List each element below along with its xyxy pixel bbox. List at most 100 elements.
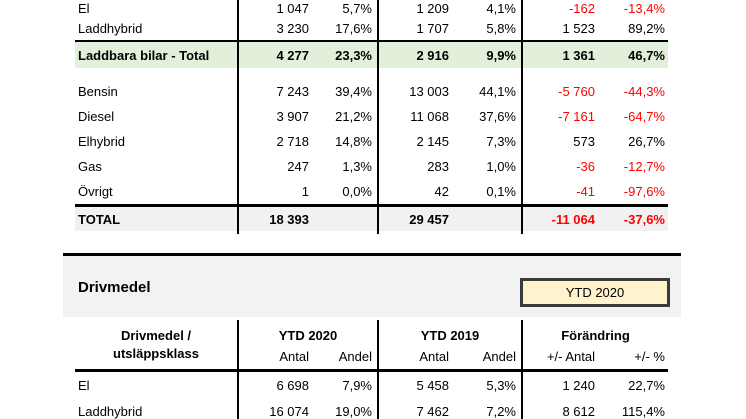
header-andel-2020: Andel	[338, 348, 372, 364]
cell-andel-2020: 21,2%	[335, 109, 372, 124]
cell-change-antal: -162	[521, 0, 600, 16]
cell-antal-2019: 2 916	[377, 42, 454, 68]
cell-andel-2020: 7,9%	[342, 378, 372, 393]
cell-change-antal: 1 523	[521, 16, 600, 40]
cell-change-pct: -37,6%	[623, 211, 665, 227]
cell-change-pct: -97,6%	[623, 184, 665, 199]
cell-change-antal: 1 361	[521, 42, 600, 68]
cell-change-pct: -64,7%	[623, 109, 665, 124]
cell-andel-2020: 5,7%	[342, 0, 372, 16]
cell-antal-2019: 283	[377, 154, 454, 179]
cell-antal-2020: 1 047	[237, 0, 314, 16]
cell-andel-2019: 44,1%	[479, 84, 516, 99]
cell-andel-2020	[314, 207, 377, 231]
cell-change-antal: 573	[521, 129, 600, 154]
row-label: Övrigt	[78, 184, 113, 199]
cell-change-antal: 8 612	[521, 399, 600, 419]
table-row-laddhybrid: Laddhybrid 16 074 19,0% 7 462 7,2% 8 612…	[75, 399, 668, 419]
cell-andel-2019: 7,2%	[486, 404, 516, 419]
section-title: Drivmedel	[78, 279, 151, 296]
section-header-band: Drivmedel YTD 2020	[63, 253, 681, 317]
period-selector-button[interactable]: YTD 2020	[520, 278, 670, 307]
cell-andel-2020: 17,6%	[335, 20, 372, 36]
header-change-pct: +/- %	[634, 348, 665, 364]
cell-change-antal: -41	[521, 179, 600, 204]
cell-change-pct: 22,7%	[628, 378, 665, 393]
cell-antal-2020: 4 277	[237, 42, 314, 68]
cell-change-antal: 1 240	[521, 372, 600, 399]
header-change-antal: +/- Antal	[521, 343, 600, 369]
cell-andel-2019: 37,6%	[479, 109, 516, 124]
fuel-table-monthly: El 1 047 5,7% 1 209 4,1% -162 -13,4% Lad…	[75, 0, 668, 234]
row-label: Bensin	[78, 84, 118, 99]
cell-andel-2019: 4,1%	[486, 0, 516, 16]
header-andel-2019: Andel	[482, 348, 516, 364]
cell-antal-2020: 3 907	[237, 104, 314, 129]
row-label: Laddhybrid	[78, 20, 143, 36]
cell-andel-2019: 1,0%	[486, 159, 516, 174]
header-antal-2020: Antal	[237, 343, 314, 369]
cell-antal-2020: 1	[237, 179, 314, 204]
table-row-gas: Gas 247 1,3% 283 1,0% -36 -12,7%	[75, 154, 668, 179]
cell-change-pct: 26,7%	[628, 134, 665, 149]
header-antal-2019: Antal	[377, 343, 454, 369]
cell-andel-2019: 5,8%	[486, 20, 516, 36]
cell-antal-2019: 7 462	[377, 399, 454, 419]
table-row-el: El 6 698 7,9% 5 458 5,3% 1 240 22,7%	[75, 372, 668, 399]
table-row-laddhybrid: Laddhybrid 3 230 17,6% 1 707 5,8% 1 523 …	[75, 16, 668, 40]
row-label: Laddhybrid	[78, 404, 143, 419]
cell-change-pct: -13,4%	[623, 0, 665, 16]
cell-antal-2019: 1 209	[377, 0, 454, 16]
header-group-ytd2020: YTD 2020	[237, 320, 377, 343]
row-label: Diesel	[78, 109, 115, 124]
cell-andel-2019	[454, 207, 521, 231]
cell-change-pct: 46,7%	[628, 47, 665, 63]
cell-andel-2019: 5,3%	[486, 378, 516, 393]
cell-andel-2019: 7,3%	[486, 134, 516, 149]
cell-change-antal: -5 760	[521, 79, 600, 104]
row-label: Gas	[78, 159, 102, 174]
cell-andel-2020: 19,0%	[335, 404, 372, 419]
row-label: TOTAL	[78, 211, 121, 227]
cell-andel-2020: 39,4%	[335, 84, 372, 99]
cell-antal-2020: 18 393	[237, 207, 314, 231]
row-label: Laddbara bilar - Total	[78, 47, 210, 63]
row-label: El	[78, 378, 90, 393]
cell-change-pct: -12,7%	[623, 159, 665, 174]
header-label: Drivmedel / utsläppsklass	[75, 320, 237, 369]
cell-change-pct: 89,2%	[628, 20, 665, 36]
cell-antal-2020: 3 230	[237, 16, 314, 40]
header-label-line2: utsläppsklass	[113, 346, 199, 361]
table-row-elhybrid: Elhybrid 2 718 14,8% 2 145 7,3% 573 26,7…	[75, 129, 668, 154]
cell-antal-2019: 1 707	[377, 16, 454, 40]
row-label: El	[78, 0, 90, 16]
cell-change-pct: -44,3%	[623, 84, 665, 99]
header-group-forandring: Förändring	[521, 320, 668, 343]
table-header: Drivmedel / utsläppsklass YTD 2020 YTD 2…	[75, 320, 668, 372]
cell-antal-2019: 13 003	[377, 79, 454, 104]
cell-andel-2020: 14,8%	[335, 134, 372, 149]
cell-antal-2019: 2 145	[377, 129, 454, 154]
cell-andel-2020: 0,0%	[342, 184, 372, 199]
header-group-ytd2019: YTD 2019	[377, 320, 521, 343]
spacer-row	[75, 68, 668, 79]
cell-antal-2019: 42	[377, 179, 454, 204]
cell-andel-2019: 0,1%	[486, 184, 516, 199]
table-row-el: El 1 047 5,7% 1 209 4,1% -162 -13,4%	[75, 0, 668, 16]
header-label-line1: Drivmedel /	[120, 328, 192, 343]
table-row-ovrigt: Övrigt 1 0,0% 42 0,1% -41 -97,6%	[75, 179, 668, 204]
table-row-bensin: Bensin 7 243 39,4% 13 003 44,1% -5 760 -…	[75, 79, 668, 104]
table-row-laddbara-total: Laddbara bilar - Total 4 277 23,3% 2 916…	[75, 40, 668, 68]
cell-antal-2019: 5 458	[377, 372, 454, 399]
cell-antal-2020: 2 718	[237, 129, 314, 154]
cell-antal-2019: 11 068	[377, 104, 454, 129]
cell-antal-2019: 29 457	[377, 207, 454, 231]
cell-change-pct: 115,4%	[621, 404, 665, 419]
cell-change-antal: -7 161	[521, 104, 600, 129]
row-label: Elhybrid	[78, 134, 125, 149]
cell-andel-2020: 1,3%	[342, 159, 372, 174]
cell-antal-2020: 7 243	[237, 79, 314, 104]
table-row-total: TOTAL 18 393 29 457 -11 064 -37,6%	[75, 204, 668, 231]
cell-antal-2020: 6 698	[237, 372, 314, 399]
